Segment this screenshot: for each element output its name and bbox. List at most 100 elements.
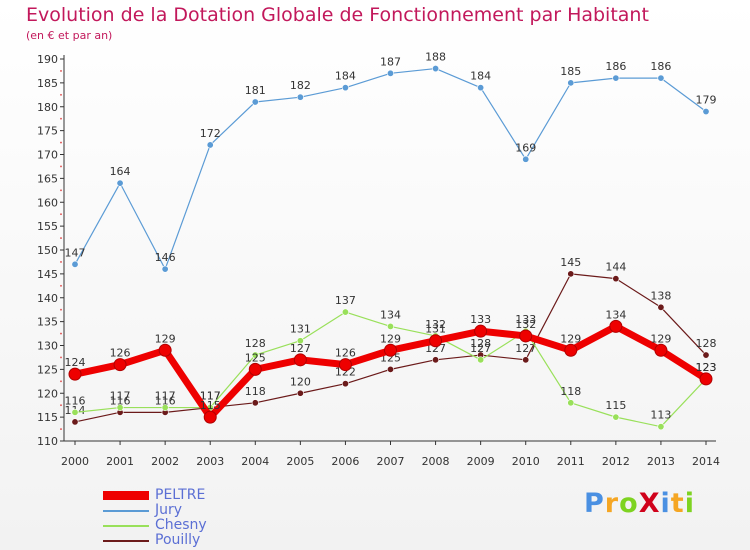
x-tick-label: 2009 bbox=[467, 455, 495, 468]
data-point-peltre bbox=[203, 410, 217, 424]
data-label-jury: 184 bbox=[470, 70, 491, 83]
proxiti-logo: ProXiti bbox=[584, 488, 695, 519]
data-point-jury bbox=[567, 79, 575, 87]
data-point-jury bbox=[296, 93, 304, 101]
data-point-pouilly bbox=[702, 351, 710, 359]
y-minor-tick bbox=[60, 93, 62, 96]
y-minor-tick bbox=[60, 117, 62, 120]
data-label-jury: 147 bbox=[65, 246, 86, 259]
data-point-peltre bbox=[293, 353, 307, 367]
data-point-peltre bbox=[609, 319, 623, 333]
y-tick-label: 175 bbox=[37, 125, 58, 138]
data-point-peltre bbox=[564, 343, 578, 357]
x-tick-label: 2001 bbox=[106, 455, 134, 468]
data-label-pouilly: 116 bbox=[155, 394, 176, 407]
data-label-peltre: 129 bbox=[380, 332, 401, 345]
data-point-chesny bbox=[251, 351, 259, 359]
data-label-peltre: 126 bbox=[110, 347, 131, 360]
data-point-pouilly bbox=[657, 303, 665, 311]
data-point-peltre bbox=[474, 324, 488, 338]
data-label-pouilly: 138 bbox=[650, 289, 671, 302]
data-label-chesny: 127 bbox=[470, 342, 491, 355]
y-minor-tick bbox=[60, 308, 62, 311]
data-label-peltre: 123 bbox=[696, 361, 717, 374]
logo-letter: i bbox=[684, 488, 695, 519]
data-point-peltre bbox=[384, 343, 397, 357]
data-label-pouilly: 120 bbox=[290, 375, 311, 388]
data-label-jury: 169 bbox=[515, 141, 536, 154]
data-point-peltre bbox=[113, 358, 127, 372]
data-label-jury: 179 bbox=[696, 94, 717, 107]
data-point-pouilly bbox=[251, 399, 259, 407]
data-label-peltre: 129 bbox=[155, 332, 176, 345]
data-label-jury: 182 bbox=[290, 79, 311, 92]
data-point-pouilly bbox=[296, 389, 304, 397]
data-label-jury: 186 bbox=[650, 60, 671, 73]
x-tick-label: 2002 bbox=[151, 455, 179, 468]
legend-item-jury: Jury bbox=[103, 503, 207, 518]
y-minor-tick bbox=[60, 237, 62, 239]
x-tick-label: 2014 bbox=[692, 455, 720, 468]
y-minor-tick bbox=[60, 332, 62, 335]
y-minor-tick bbox=[60, 165, 62, 168]
legend: PELTRE Jury Chesny Pouilly bbox=[103, 488, 207, 548]
y-tick-label: 130 bbox=[37, 340, 58, 353]
data-point-jury bbox=[386, 69, 394, 77]
y-tick-label: 140 bbox=[37, 292, 58, 305]
data-point-peltre bbox=[699, 372, 713, 386]
data-label-peltre: 132 bbox=[515, 318, 536, 331]
data-label-pouilly: 117 bbox=[200, 390, 221, 403]
legend-item-pouilly: Pouilly bbox=[103, 533, 207, 548]
legend-item-chesny: Chesny bbox=[103, 518, 207, 533]
data-label-chesny: 137 bbox=[335, 294, 356, 307]
y-tick-label: 190 bbox=[37, 53, 58, 66]
data-point-pouilly bbox=[341, 380, 349, 388]
y-tick-label: 145 bbox=[37, 268, 58, 281]
data-label-peltre: 129 bbox=[560, 332, 581, 345]
y-tick-label: 120 bbox=[37, 387, 58, 400]
data-point-peltre bbox=[519, 329, 533, 343]
x-tick-label: 2010 bbox=[512, 455, 540, 468]
data-label-jury: 172 bbox=[200, 127, 221, 140]
data-label-peltre: 127 bbox=[290, 342, 311, 355]
legend-item-peltre: PELTRE bbox=[103, 488, 207, 503]
y-minor-tick bbox=[60, 70, 62, 72]
y-tick-label: 125 bbox=[37, 363, 58, 376]
data-label-jury: 146 bbox=[155, 251, 176, 264]
data-point-pouilly bbox=[567, 270, 575, 278]
data-label-chesny: 117 bbox=[155, 390, 176, 403]
data-point-jury bbox=[206, 141, 214, 149]
data-point-pouilly bbox=[612, 275, 620, 283]
data-point-pouilly bbox=[522, 356, 530, 364]
legend-label: Jury bbox=[155, 502, 183, 518]
legend-label: Pouilly bbox=[155, 532, 201, 548]
data-label-jury: 181 bbox=[245, 84, 266, 97]
x-tick-label: 2011 bbox=[557, 455, 585, 468]
data-label-jury: 185 bbox=[560, 65, 581, 78]
legend-swatch bbox=[103, 509, 149, 512]
data-point-jury bbox=[116, 179, 124, 187]
chart-title: Evolution de la Dotation Globale de Fonc… bbox=[26, 4, 649, 26]
data-label-peltre: 131 bbox=[425, 323, 446, 336]
data-label-pouilly: 127 bbox=[515, 342, 536, 355]
data-label-chesny: 117 bbox=[200, 390, 221, 403]
data-label-jury: 184 bbox=[335, 70, 356, 83]
data-label-chesny: 131 bbox=[290, 323, 311, 336]
data-label-chesny: 116 bbox=[65, 394, 86, 407]
legend-label: Chesny bbox=[155, 517, 207, 533]
y-minor-tick bbox=[60, 261, 62, 263]
data-label-chesny: 133 bbox=[515, 313, 536, 326]
data-point-jury bbox=[522, 155, 530, 163]
y-tick-label: 115 bbox=[37, 411, 58, 424]
data-point-jury bbox=[432, 65, 440, 73]
y-minor-tick bbox=[60, 404, 62, 407]
logo-letter: X bbox=[638, 488, 661, 519]
data-point-chesny bbox=[161, 404, 169, 412]
series-line-jury bbox=[74, 67, 707, 270]
data-point-jury bbox=[161, 265, 169, 273]
data-point-chesny bbox=[477, 356, 485, 364]
data-label-peltre: 125 bbox=[245, 351, 266, 364]
data-point-chesny bbox=[71, 408, 79, 416]
y-minor-tick bbox=[60, 141, 62, 144]
